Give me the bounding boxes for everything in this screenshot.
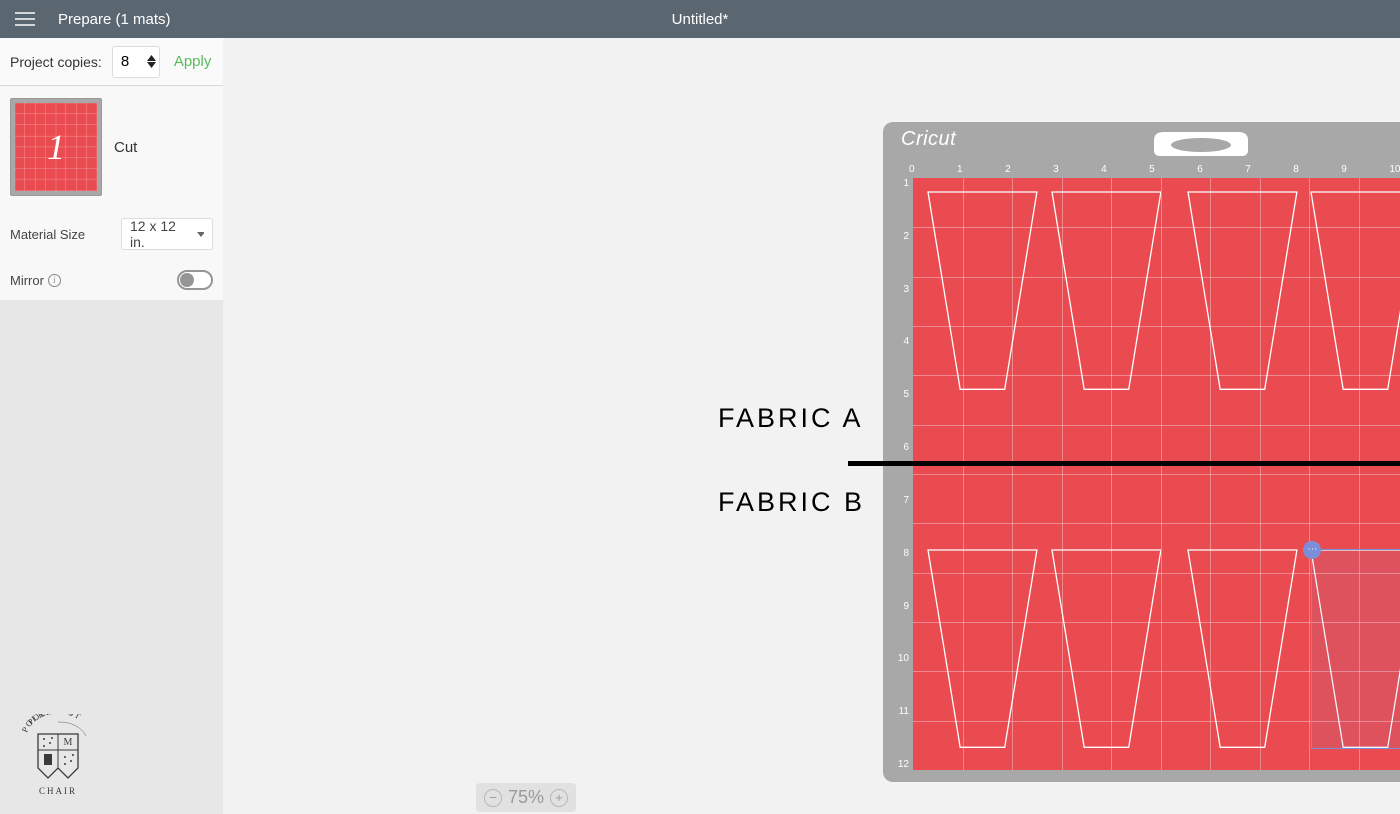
- sidebar: Project copies: 8 Apply: [0, 38, 223, 814]
- mat-surface[interactable]: ⋯: [913, 178, 1400, 770]
- annotation-fabric-a: FABRIC A: [718, 403, 864, 434]
- cut-shape[interactable]: [1310, 191, 1400, 390]
- zoom-control: − 75% +: [476, 783, 576, 812]
- menu-icon[interactable]: [0, 0, 50, 38]
- annotation-fabric-b: FABRIC B: [718, 487, 865, 518]
- cut-shape[interactable]: [1051, 191, 1162, 390]
- ruler-left: 123456789101112: [895, 178, 909, 770]
- info-icon[interactable]: i: [48, 274, 61, 287]
- mat-handle-icon: [1154, 126, 1248, 156]
- project-name: Untitled*: [672, 11, 729, 28]
- copies-input[interactable]: 8: [112, 46, 160, 78]
- svg-text:CHAIR: CHAIR: [39, 786, 77, 796]
- cricut-logo: Cricut: [901, 128, 956, 151]
- cut-shape[interactable]: [1051, 549, 1162, 748]
- mirror-toggle[interactable]: [177, 270, 213, 290]
- material-size-value: 12 x 12 in.: [130, 218, 191, 250]
- material-size-label: Material Size: [10, 227, 85, 242]
- mat-operation-label: Cut: [114, 139, 137, 156]
- polkadot-chair-watermark: POLKADOT POLKADOT M CHAIR: [18, 714, 98, 796]
- mirror-label: Mirror: [10, 273, 44, 288]
- zoom-in-button[interactable]: +: [550, 789, 568, 807]
- canvas-area: Cricut 0123456789101112 123456789101112 …: [223, 38, 1400, 814]
- svg-text:POLKADOT: POLKADOT: [20, 714, 77, 734]
- selection-box[interactable]: ⋯: [1311, 549, 1400, 749]
- apply-button[interactable]: Apply: [174, 53, 212, 70]
- stepper-down-icon[interactable]: [147, 62, 156, 68]
- chevron-down-icon: [197, 232, 204, 237]
- cut-shape[interactable]: [1187, 191, 1298, 390]
- mat-thumbnail-row: 1 Cut: [0, 86, 223, 208]
- cut-shape[interactable]: [927, 549, 1038, 748]
- top-bar: Prepare (1 mats) Untitled*: [0, 0, 1400, 38]
- zoom-out-button[interactable]: −: [484, 789, 502, 807]
- cutting-mat[interactable]: Cricut 0123456789101112 123456789101112 …: [883, 122, 1400, 782]
- ruler-top: 0123456789101112: [909, 164, 1400, 175]
- material-size-row: Material Size 12 x 12 in.: [0, 208, 223, 260]
- copies-value: 8: [121, 53, 129, 70]
- svg-text:M: M: [64, 737, 73, 748]
- material-size-select[interactable]: 12 x 12 in.: [121, 218, 213, 250]
- cut-shape[interactable]: [927, 191, 1038, 390]
- cut-shape[interactable]: [1187, 549, 1298, 748]
- mat-number: 1: [47, 126, 65, 168]
- selection-menu-handle[interactable]: ⋯: [1303, 541, 1321, 559]
- copies-label: Project copies:: [10, 54, 102, 70]
- mat-thumbnail[interactable]: 1: [10, 98, 102, 196]
- zoom-value: 75%: [508, 787, 544, 808]
- stepper-up-icon[interactable]: [147, 55, 156, 61]
- copies-row: Project copies: 8 Apply: [0, 38, 223, 86]
- page-title: Prepare (1 mats): [58, 11, 171, 28]
- mirror-row: Mirror i: [0, 260, 223, 300]
